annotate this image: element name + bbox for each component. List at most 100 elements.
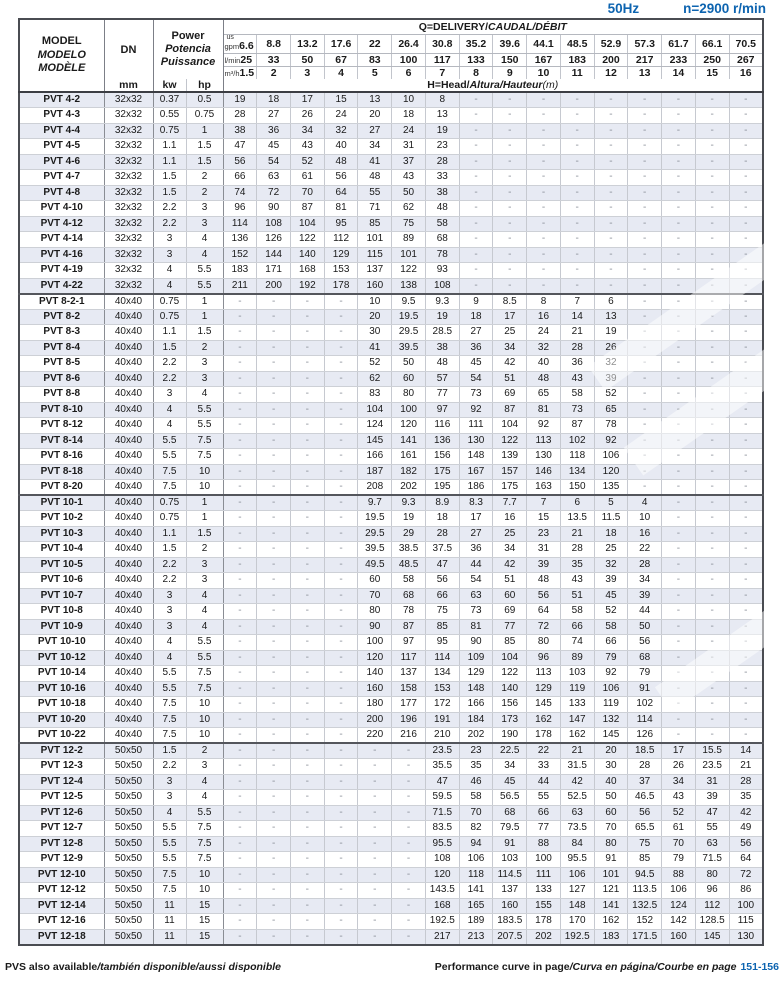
table-row: PVT 4-12 32x32 2.2 3 114 108 104 95 85 75 58- - - - - -… <box>19 216 763 232</box>
m3h-value: 13 <box>627 66 663 79</box>
head-value-cell: - <box>661 696 696 713</box>
head-value-cell: 117 <box>391 650 426 666</box>
head-value-cell: 160 <box>661 929 696 945</box>
head-value-cell: 90 <box>256 200 291 217</box>
also-available-note: PVS also available/también disponible/au… <box>5 961 281 973</box>
head-value-cell: - <box>223 588 258 604</box>
head-value-cell: - <box>661 541 696 558</box>
head-value-cell: 31.5 <box>560 758 595 775</box>
head-value-cell: - <box>729 712 763 728</box>
table-row: PVT 10-4 40x40 1.5 2- - - -39.5 38.5 37.5 36 34 31 2… <box>19 541 763 558</box>
head-value-cell: 148 <box>459 448 494 465</box>
model-cell: PVT 8-10 <box>19 402 105 418</box>
head-value-cell: 22 <box>627 541 663 558</box>
head-value-cell: - <box>695 154 730 170</box>
head-value-cell: - <box>661 665 696 682</box>
head-value-cell: - <box>695 324 730 341</box>
model-cell: PVT 12-8 <box>19 836 105 852</box>
head-value-cell: 13 <box>425 107 460 124</box>
head-value-cell: - <box>695 292 730 310</box>
head-value-cell: 58 <box>560 603 595 620</box>
table-row: PVT 8-14 40x40 5.5 7.5- - - -145 141 136 130 122 11… <box>19 433 763 449</box>
head-value-cell: - <box>695 309 730 325</box>
head-value-cell: - <box>526 262 561 279</box>
head-value-cell: 60 <box>492 588 528 604</box>
head-value-cell: 60 <box>357 572 393 589</box>
head-value-cell: 213 <box>459 929 494 945</box>
head-value-cell: - <box>391 758 426 775</box>
head-value-cell: - <box>729 696 763 713</box>
table-row: PVT 8-6 40x40 2.2 3- - - -62 60 57 54 51 48 43 39- - - - <box>19 371 763 387</box>
head-value-cell: 22 <box>526 742 561 759</box>
head-value-cell: - <box>290 355 325 372</box>
model-cell: PVT 8-6 <box>19 371 105 387</box>
head-value-cell: 43 <box>560 371 595 387</box>
gpm-value: 61.7 <box>661 34 696 54</box>
head-value-cell: 168 <box>290 262 325 279</box>
lmin-value: 33 <box>256 53 291 67</box>
head-value-cell: - <box>695 138 730 155</box>
head-value-cell: - <box>223 371 258 387</box>
model-cell: PVT 8-8 <box>19 386 105 403</box>
head-value-cell: 65.5 <box>627 820 663 837</box>
head-value-cell: - <box>661 262 696 279</box>
head-value-cell: - <box>357 867 393 883</box>
gpm-value: 22 <box>357 34 393 54</box>
lmin-value: 83 <box>357 53 393 67</box>
lmin-value: 100 <box>391 53 426 67</box>
head-value-cell: 28 <box>223 107 258 124</box>
model-cell: PVT 8-16 <box>19 448 105 465</box>
head-value-cell: 28 <box>425 526 460 542</box>
head-value-cell: 32 <box>324 123 359 139</box>
table-row: PVT 12-2 50x50 1.5 2- - - - - -23.5 23 22.5 22 21 20 1… <box>19 742 763 759</box>
dn-cell: 40x40 <box>104 494 154 511</box>
m3h-value: m³/h1.5 <box>223 66 258 79</box>
head-value-cell: 102 <box>560 433 595 449</box>
model-cell: PVT 12-10 <box>19 867 105 883</box>
dn-cell: 40x40 <box>104 650 154 666</box>
model-cell: PVT 10-20 <box>19 712 105 728</box>
head-value-cell: - <box>324 867 359 883</box>
head-value-cell: 106 <box>560 867 595 883</box>
head-value-cell: - <box>324 789 359 806</box>
head-value-cell: 109 <box>459 650 494 666</box>
head-value-cell: - <box>729 557 763 573</box>
head-value-cell: 192 <box>290 278 325 294</box>
head-value-cell: - <box>391 836 426 852</box>
model-cell: PVT 12-5 <box>19 789 105 806</box>
head-value-cell: 61 <box>661 820 696 837</box>
model-cell: PVT 4-6 <box>19 154 105 170</box>
head-value-cell: - <box>695 665 730 682</box>
dn-cell: 40x40 <box>104 479 154 496</box>
gpm-value: us gpm6.6 <box>223 34 258 54</box>
kw-cell: 4 <box>153 262 187 279</box>
head-value-cell: 129 <box>459 665 494 682</box>
lmin-value: 217 <box>627 53 663 67</box>
speed-label: n=2900 r/min <box>683 1 766 16</box>
head-value-cell: - <box>627 262 663 279</box>
head-value-cell: - <box>661 494 696 511</box>
head-value-cell: - <box>290 386 325 403</box>
head-value-cell: - <box>256 433 291 449</box>
head-value-cell: 10 <box>627 510 663 527</box>
head-value-cell: 8.3 <box>459 494 494 511</box>
model-cell: PVT 12-3 <box>19 758 105 775</box>
hp-cell: 1.5 <box>186 324 224 341</box>
head-value-cell: - <box>256 619 291 635</box>
head-value-cell: - <box>729 278 763 294</box>
head-value-cell: 202 <box>391 479 426 496</box>
head-value-cell: 100 <box>391 402 426 418</box>
table-row: PVT 8-5 40x40 2.2 3- - - -52 50 48 45 42 40 36 32- - - - <box>19 355 763 372</box>
model-cell: PVT 10-6 <box>19 572 105 589</box>
head-value-cell: - <box>324 681 359 697</box>
head-value-cell: - <box>695 557 730 573</box>
head-value-cell: 28 <box>729 774 763 790</box>
table-row: PVT 12-6 50x50 4 5.5- - - - - -71.5 70 68 66 63 60 56 5… <box>19 805 763 821</box>
dn-cell: 40x40 <box>104 541 154 558</box>
head-value-cell: 68 <box>492 805 528 821</box>
lmin-value: 50 <box>290 53 325 67</box>
head-value-cell: - <box>223 820 258 837</box>
head-value-cell: - <box>729 247 763 263</box>
head-value-cell: - <box>290 712 325 728</box>
head-value-cell: 56 <box>324 169 359 186</box>
